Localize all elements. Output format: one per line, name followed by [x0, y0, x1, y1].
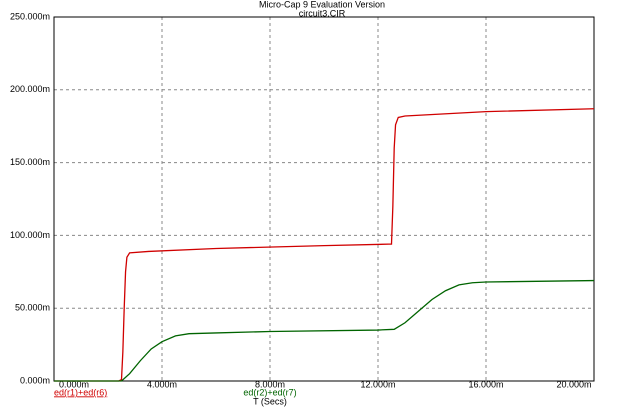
x-tick-label: 4.000m [147, 379, 177, 389]
y-tick-label: 200.000m [10, 84, 50, 94]
chart-title: Micro-Cap 9 Evaluation Version [259, 0, 385, 9]
x-tick-label: 16.000m [468, 379, 503, 389]
y-tick-label: 100.000m [10, 230, 50, 240]
series-line [54, 108, 595, 382]
y-tick-label: 150.000m [10, 157, 50, 167]
legend-label: ed(r1)+ed(r6) [54, 387, 107, 397]
x-tick-label: 12.000m [360, 379, 395, 389]
x-axis-label: T (Secs) [253, 396, 287, 406]
y-tick-label: 50.000m [15, 303, 50, 313]
legend-label: ed(r2)+ed(r7) [243, 387, 296, 397]
x-tick-label: 8.000m [255, 379, 285, 389]
y-tick-label: 250.000m [10, 11, 50, 21]
series-line [54, 279, 595, 382]
chart-subtitle: circuit3.CIR [299, 8, 346, 18]
x-tick-label: 20.000m [556, 379, 591, 389]
y-tick-label: 0.000m [20, 375, 50, 385]
x-tick-label: 0.000m [59, 379, 89, 389]
plot-frame [53, 16, 595, 382]
